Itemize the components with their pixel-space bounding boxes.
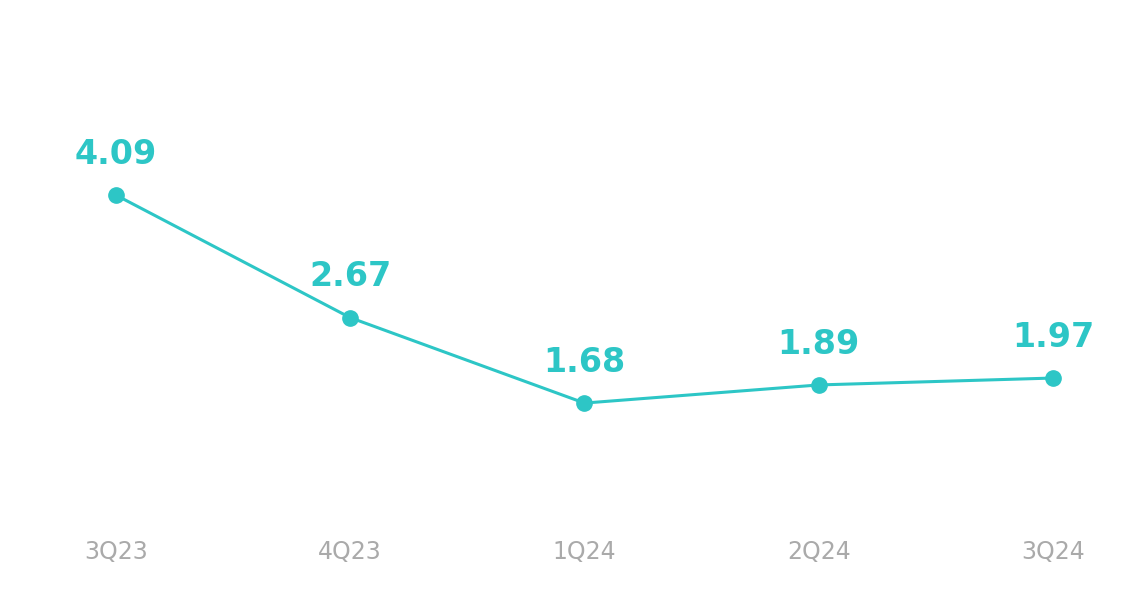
Text: 4.09: 4.09: [74, 138, 157, 171]
Text: 1.68: 1.68: [543, 346, 626, 379]
Point: [1044, 373, 1062, 383]
Point: [342, 313, 360, 323]
Point: [809, 380, 827, 390]
Point: [575, 399, 594, 408]
Text: 1.97: 1.97: [1012, 321, 1094, 354]
Text: 2.67: 2.67: [309, 261, 391, 293]
Text: 1.89: 1.89: [778, 328, 860, 361]
Point: [107, 190, 125, 200]
